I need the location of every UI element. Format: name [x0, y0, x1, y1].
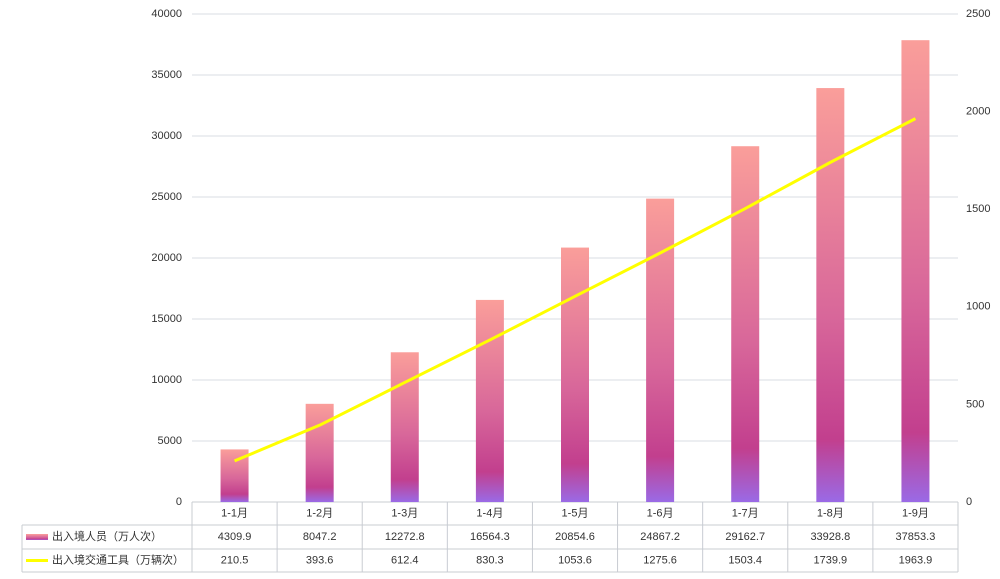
y2-tick-label: 2500 — [966, 8, 990, 20]
legend-label: 出入境人员（万人次） — [52, 529, 162, 543]
line — [233, 117, 917, 463]
y2-tick-label: 500 — [966, 398, 984, 410]
y2-tick-label: 2000 — [966, 106, 990, 118]
x-tick-label: 1-9月 — [902, 507, 929, 519]
y-tick-label: 5000 — [158, 435, 182, 447]
bar — [305, 403, 334, 502]
table-value: 1275.6 — [643, 554, 677, 566]
bar — [475, 299, 504, 502]
bar — [816, 88, 845, 503]
table-value: 29162.7 — [725, 531, 765, 543]
table-value: 8047.2 — [303, 531, 337, 543]
table-value: 12272.8 — [385, 531, 425, 543]
table-value: 830.3 — [476, 554, 504, 566]
y-tick-label: 15000 — [151, 313, 182, 325]
y-tick-label: 20000 — [151, 252, 182, 264]
bar — [731, 146, 760, 502]
y-tick-label: 0 — [176, 496, 182, 508]
y-tick-label: 10000 — [151, 374, 182, 386]
table-value: 1503.4 — [728, 554, 762, 566]
y2-tick-label: 1000 — [966, 301, 990, 313]
legend-label: 出入境交通工具（万辆次） — [52, 552, 184, 566]
y2-tick-label: 1500 — [966, 203, 990, 215]
bar — [390, 352, 419, 502]
y-tick-label: 30000 — [151, 130, 182, 142]
table-value: 37853.3 — [896, 531, 936, 543]
table-value: 210.5 — [221, 554, 249, 566]
x-tick-label: 1-5月 — [562, 507, 589, 519]
legend-swatch — [26, 534, 48, 540]
x-tick-label: 1-3月 — [391, 507, 418, 519]
table-value: 4309.9 — [218, 531, 252, 543]
table-value: 612.4 — [391, 554, 419, 566]
x-tick-label: 1-8月 — [817, 507, 844, 519]
y-tick-label: 35000 — [151, 69, 182, 81]
bar — [901, 40, 930, 503]
table-value: 33928.8 — [810, 531, 850, 543]
table-value: 20854.6 — [555, 531, 595, 543]
table-value: 1963.9 — [899, 554, 933, 566]
x-tick-label: 1-1月 — [221, 507, 248, 519]
y-tick-label: 40000 — [151, 8, 182, 20]
x-tick-label: 1-4月 — [476, 507, 503, 519]
table-value: 24867.2 — [640, 531, 680, 543]
table-value: 1053.6 — [558, 554, 592, 566]
bar — [646, 198, 675, 502]
x-tick-label: 1-2月 — [306, 507, 333, 519]
x-tick-label: 1-7月 — [732, 507, 759, 519]
table-value: 393.6 — [306, 554, 334, 566]
table-value: 16564.3 — [470, 531, 510, 543]
y2-tick-label: 0 — [966, 496, 972, 508]
bar — [561, 247, 589, 502]
y-tick-label: 25000 — [151, 191, 182, 203]
table-value: 1739.9 — [814, 554, 848, 566]
x-tick-label: 1-6月 — [647, 507, 674, 519]
